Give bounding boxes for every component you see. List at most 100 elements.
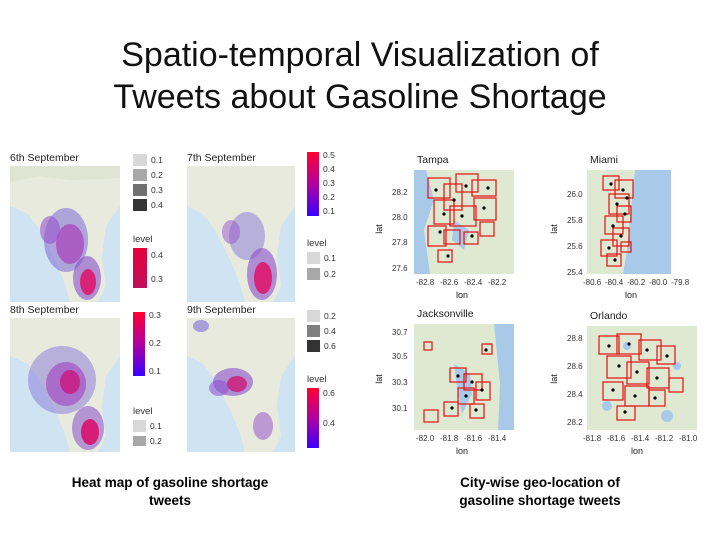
y-axis-label: lat	[373, 224, 384, 234]
legend-label: 0.3	[149, 310, 161, 320]
florida-heatmap-map	[10, 318, 120, 452]
x-axis-label: lon	[456, 290, 469, 300]
y-tick: 28.6	[567, 362, 583, 371]
y-tick: 25.8	[567, 216, 583, 225]
legend-label: 0.1	[323, 206, 335, 216]
slide-title-line-1: Spatio-temporal Visualization of	[121, 36, 599, 74]
y-axis-label: lat	[548, 224, 559, 234]
caption-line: tweets	[148, 493, 192, 508]
legend-label: 0.1	[149, 366, 161, 376]
x-axis-label: lon	[631, 446, 644, 456]
y-tick: 28.2	[567, 418, 583, 427]
y-tick: 28.0	[392, 213, 408, 222]
heatmap-title: 6th September	[10, 152, 79, 164]
legend-label: 0.1	[151, 155, 163, 165]
florida-heatmap-map	[10, 166, 120, 302]
x-tick: -81.2	[655, 434, 674, 443]
x-tick: -82.2	[488, 278, 507, 287]
city-title: Jacksonville	[417, 308, 474, 320]
y-tick: 28.4	[567, 390, 583, 399]
heatmap-title: 7th September	[187, 152, 256, 164]
x-axis-label: lon	[456, 446, 469, 456]
city-panel-miami: Miami 26.0 25.8 25.6 25.4 lat -80.6 -80.…	[549, 154, 715, 304]
x-tick: -82.8	[416, 278, 435, 287]
x-axis-label: lon	[625, 290, 638, 300]
city-map	[587, 326, 697, 430]
slide-title-line-2: Tweets about Gasoline Shortage	[113, 78, 607, 116]
legend-label: 0.6	[323, 388, 335, 398]
y-tick: 27.8	[392, 238, 408, 247]
heatmap-panel-4: 9th September 0.2 0.4 0.6 level 0.6 0.4	[187, 302, 357, 452]
florida-heatmap-map	[187, 166, 295, 302]
x-tick: -81.6	[464, 434, 483, 443]
legend-label: 0.3	[151, 274, 163, 284]
x-tick: -81.8	[583, 434, 602, 443]
y-tick: 25.4	[567, 268, 583, 277]
legend-label: 0.2	[323, 192, 335, 202]
x-tick: -82.0	[416, 434, 435, 443]
city-panel-jacksonville: Jacksonville 30.7 30.5 30.3 30.1 lat -82…	[372, 308, 522, 458]
legend-label: 0.4	[151, 200, 163, 210]
heatmap-panel-2: 7th September 0.5 0.4 0.3 0.2 0.1 level …	[187, 150, 357, 302]
heatmap-title: 9th September	[187, 304, 256, 316]
x-tick: -80.4	[605, 278, 624, 287]
y-tick: 28.2	[392, 188, 408, 197]
legend-label: 0.1	[324, 253, 336, 263]
heatmap-panel-3: 8th September 0.3 0.2 0.1 level 0.1 0.2	[10, 302, 180, 452]
legend-title: level	[133, 406, 153, 417]
x-tick: -79.8	[671, 278, 690, 287]
caption-heatmap: Heat map of gasoline shortage tweets	[20, 474, 320, 510]
x-tick: -80.2	[627, 278, 646, 287]
y-tick: 30.7	[392, 328, 408, 337]
heatmap-panel-1: 6th September 0.1 0.2 0.3 0.4 level 0.4 …	[10, 152, 180, 302]
legend-title: level	[133, 234, 153, 245]
y-axis-label: lat	[373, 374, 384, 384]
x-tick: -80.0	[649, 278, 668, 287]
legend-label: 0.6	[324, 341, 336, 351]
legend-title: level	[307, 238, 327, 249]
x-tick: -81.0	[679, 434, 698, 443]
x-tick: -81.8	[440, 434, 459, 443]
caption-geolocation: City-wise geo-location of gasoline short…	[400, 474, 680, 510]
city-title: Miami	[590, 154, 618, 166]
heatmap-title: 8th September	[10, 304, 79, 316]
y-tick: 30.1	[392, 404, 408, 413]
x-tick: -82.4	[464, 278, 483, 287]
legend-title: level	[307, 374, 327, 385]
legend-label: 0.3	[151, 185, 163, 195]
y-tick: 25.6	[567, 242, 583, 251]
city-panel-tampa: Tampa 28.2 28.0 27.8 27.6 lat -82.8 -82.…	[372, 154, 522, 304]
x-tick: -82.6	[440, 278, 459, 287]
legend-label: 0.2	[324, 311, 336, 321]
caption-line: City-wise geo-location of	[460, 475, 620, 490]
y-tick: 27.6	[392, 264, 408, 273]
city-panel-orlando: Orlando 28.8 28.6 28.4 28.2 lat -81.8 -8…	[549, 308, 715, 458]
slide-title: Spatio-temporal Visualization of Tweets …	[0, 34, 720, 118]
legend-label: 0.4	[323, 418, 335, 428]
legend-label: 0.3	[323, 178, 335, 188]
florida-heatmap-map	[187, 318, 295, 452]
x-tick: -81.4	[488, 434, 507, 443]
x-tick: -81.4	[631, 434, 650, 443]
city-title: Tampa	[417, 154, 449, 166]
city-map	[587, 170, 671, 274]
caption-line: gasoline shortage tweets	[459, 493, 621, 508]
y-tick: 30.3	[392, 378, 408, 387]
y-axis-label: lat	[548, 374, 559, 384]
legend-label: 0.5	[323, 150, 335, 160]
x-tick: -81.6	[607, 434, 626, 443]
legend-label: 0.4	[324, 326, 336, 336]
legend-label: 0.2	[150, 436, 162, 446]
legend-label: 0.2	[149, 338, 161, 348]
y-tick: 26.0	[567, 190, 583, 199]
caption-line: Heat map of gasoline shortage	[71, 475, 269, 490]
y-tick: 30.5	[392, 352, 408, 361]
legend-label: 0.2	[324, 269, 336, 279]
legend-label: 0.2	[151, 170, 163, 180]
y-tick: 28.8	[567, 334, 583, 343]
city-title: Orlando	[590, 310, 628, 322]
x-tick: -80.6	[583, 278, 602, 287]
legend-label: 0.4	[323, 164, 335, 174]
city-map	[414, 170, 514, 274]
city-map	[414, 324, 514, 430]
